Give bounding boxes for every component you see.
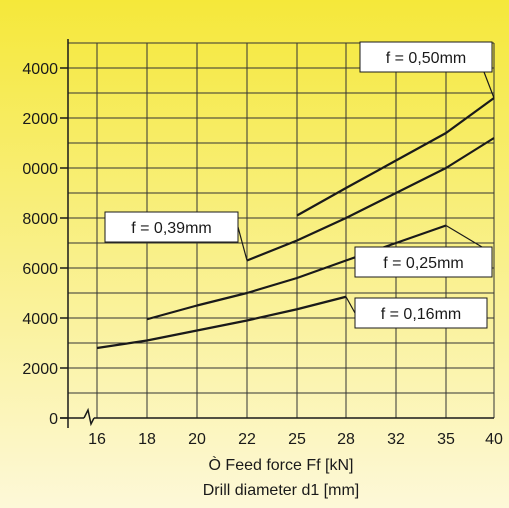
y-tick-label: 0000 <box>22 161 58 178</box>
leader-line <box>345 296 356 314</box>
leader-line <box>483 71 495 99</box>
y-tick-label: 4000 <box>22 311 58 328</box>
series-line <box>96 295 347 350</box>
series-label-box <box>354 297 488 329</box>
x-tick-label: 40 <box>485 431 503 448</box>
series-labels: f = 0,16mm f = 0,25mm f = 0,39mm f = 0,50mm <box>104 41 495 329</box>
x-axis-label-line1: Ò Feed force Ff [kN] <box>209 455 354 474</box>
x-tick-label: 22 <box>238 431 256 448</box>
series-line <box>246 137 495 262</box>
axes: 0 2000 4000 6000 8000 0000 2000 4000 16 18 20 22 25 2… <box>22 39 503 448</box>
x-tick-label: 20 <box>188 431 206 448</box>
y-tick-label: 4000 <box>22 61 58 78</box>
x-tick-label: 18 <box>138 431 156 448</box>
series-label-box <box>359 41 493 73</box>
y-tick-label: 8000 <box>22 211 58 228</box>
axis-break-mark <box>83 407 95 427</box>
x-tick-label: 32 <box>387 431 405 448</box>
x-tick-label: 28 <box>337 431 355 448</box>
series-label: f = 0,50mm <box>386 50 466 67</box>
series-label: f = 0,16mm <box>381 306 461 323</box>
y-tick-label: 0 <box>49 411 58 428</box>
x-axis-label-line2: Drill diameter d1 [mm] <box>203 482 359 499</box>
y-tick-label: 2000 <box>22 111 58 128</box>
leader-line <box>445 224 483 248</box>
x-tick-label: 16 <box>88 431 106 448</box>
leader-line <box>237 226 248 261</box>
series-label-box <box>104 211 239 243</box>
series-line <box>296 97 495 217</box>
y-tick-label: 2000 <box>22 361 58 378</box>
y-tick-label: 6000 <box>22 261 58 278</box>
series-label-box <box>354 246 493 278</box>
series-group <box>96 97 495 350</box>
series-line <box>146 224 447 321</box>
series-label: f = 0,25mm <box>383 255 463 272</box>
x-tick-label: 35 <box>437 431 455 448</box>
series-label: f = 0,39mm <box>131 220 211 237</box>
x-tick-label: 25 <box>288 431 306 448</box>
